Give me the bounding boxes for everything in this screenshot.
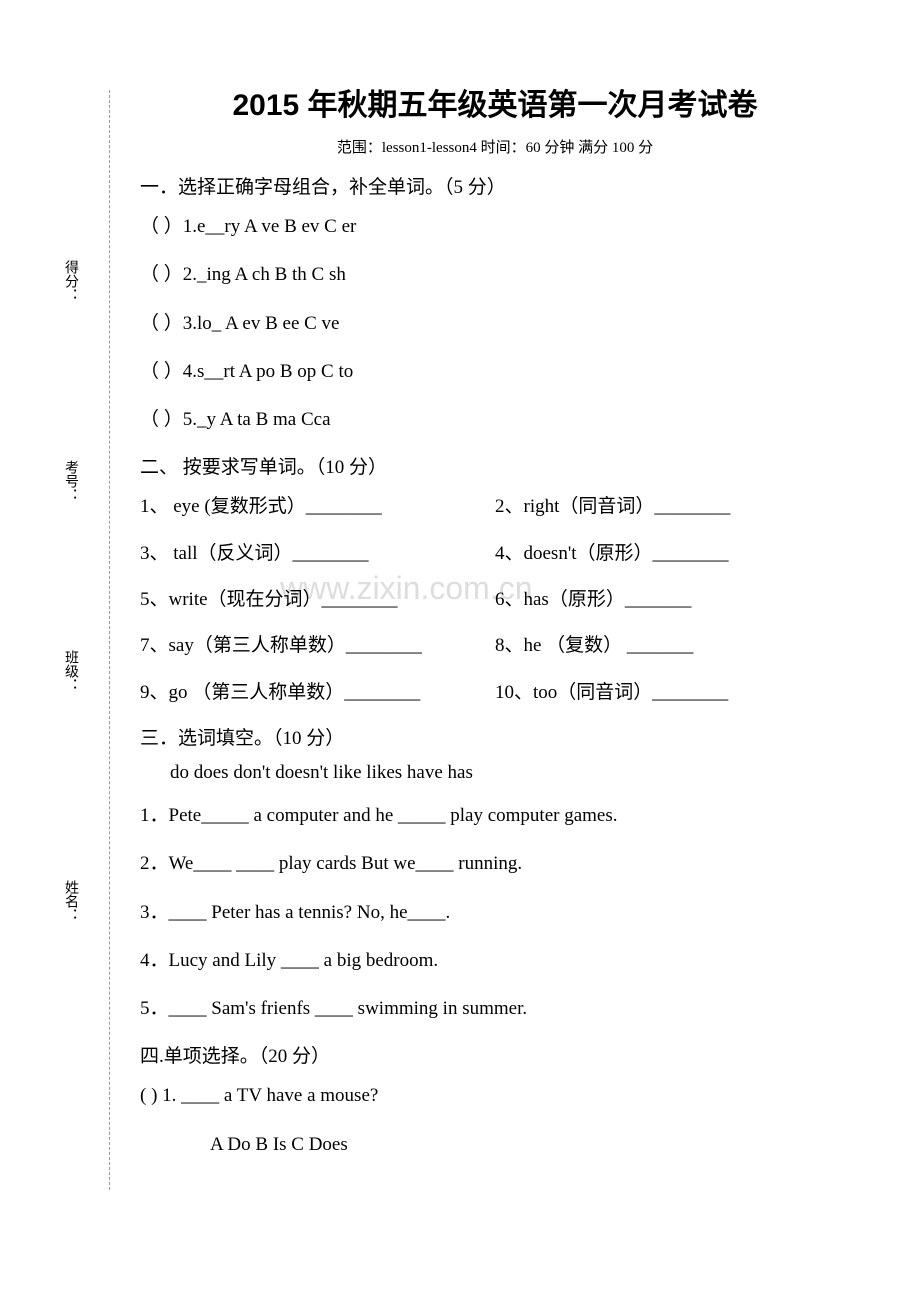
s3-q5: 5．____ Sam's frienfs ____ swimming in su…	[140, 993, 850, 1025]
word-bank: do does don't doesn't like likes have ha…	[170, 762, 850, 784]
examid-label: 考号：	[60, 460, 80, 502]
s3-q3: 3．____ Peter has a tennis? No, he____.	[140, 897, 850, 929]
s3-q4: 4．Lucy and Lily ____ a big bedroom.	[140, 945, 850, 977]
class-label: 班级：	[60, 650, 80, 692]
s3-q2: 2．We____ ____ play cards But we____ runn…	[140, 848, 850, 880]
s4-q1-options: A Do B Is C Does	[140, 1129, 850, 1161]
s2-r3-right: 6、has（原形）_______	[495, 584, 850, 616]
s2-r4-left: 7、say（第三人称单数）________	[140, 630, 495, 662]
section2-header: 二、 按要求写单词。（10 分）	[140, 452, 850, 479]
section4-header: 四.单项选择。（20 分）	[140, 1041, 850, 1068]
s2-r3-left: 5、write（现在分词）________	[140, 584, 495, 616]
section1-header: 一．选择正确字母组合，补全单词。（5 分）	[140, 172, 850, 199]
s2-row1: 1、 eye (复数形式）________ 2、right（同音词）______…	[140, 491, 850, 523]
name-label: 姓名：	[60, 880, 80, 922]
s2-row4: 7、say（第三人称单数）________ 8、he （复数） _______	[140, 630, 850, 662]
s2-row5: 9、go （第三人称单数）________ 10、too（同音词）_______…	[140, 677, 850, 709]
s1-q2: （ ）2._ing A ch B th C sh	[140, 259, 850, 291]
s4-q1: ( ) 1. ____ a TV have a mouse?	[140, 1080, 850, 1112]
section3-header: 三．选词填空。（10 分）	[140, 723, 850, 750]
s1-q3: （ ）3.lo_ A ev B ee C ve	[140, 308, 850, 340]
s2-r2-left: 3、 tall（反义词）________	[140, 538, 495, 570]
s2-row3: 5、write（现在分词）________ 6、has（原形）_______	[140, 584, 850, 616]
exam-subtitle: 范围：lesson1-lesson4 时间：60 分钟 满分 100 分	[140, 136, 850, 157]
s3-q1: 1．Pete_____ a computer and he _____ play…	[140, 800, 850, 832]
exam-title: 2015 年秋期五年级英语第一次月考试卷	[140, 80, 850, 124]
s2-r5-right: 10、too（同音词）________	[495, 677, 850, 709]
s2-r2-right: 4、doesn't（原形）________	[495, 538, 850, 570]
score-label: 得分：	[60, 260, 80, 302]
s1-q5: （ ）5._y A ta B ma Cca	[140, 404, 850, 436]
s2-r4-right: 8、he （复数） _______	[495, 630, 850, 662]
main-content: 2015 年秋期五年级英语第一次月考试卷 范围：lesson1-lesson4 …	[140, 80, 850, 1161]
s2-r5-left: 9、go （第三人称单数）________	[140, 677, 495, 709]
sidebar-binding: 得分： 考号： 班级： 姓名：	[50, 90, 110, 1190]
s2-r1-right: 2、right（同音词）________	[495, 491, 850, 523]
s1-q4: （ ）4.s__rt A po B op C to	[140, 356, 850, 388]
s2-row2: 3、 tall（反义词）________ 4、doesn't（原形）______…	[140, 538, 850, 570]
s1-q1: （ ）1.e__ry A ve B ev C er	[140, 211, 850, 243]
s2-r1-left: 1、 eye (复数形式）________	[140, 491, 495, 523]
